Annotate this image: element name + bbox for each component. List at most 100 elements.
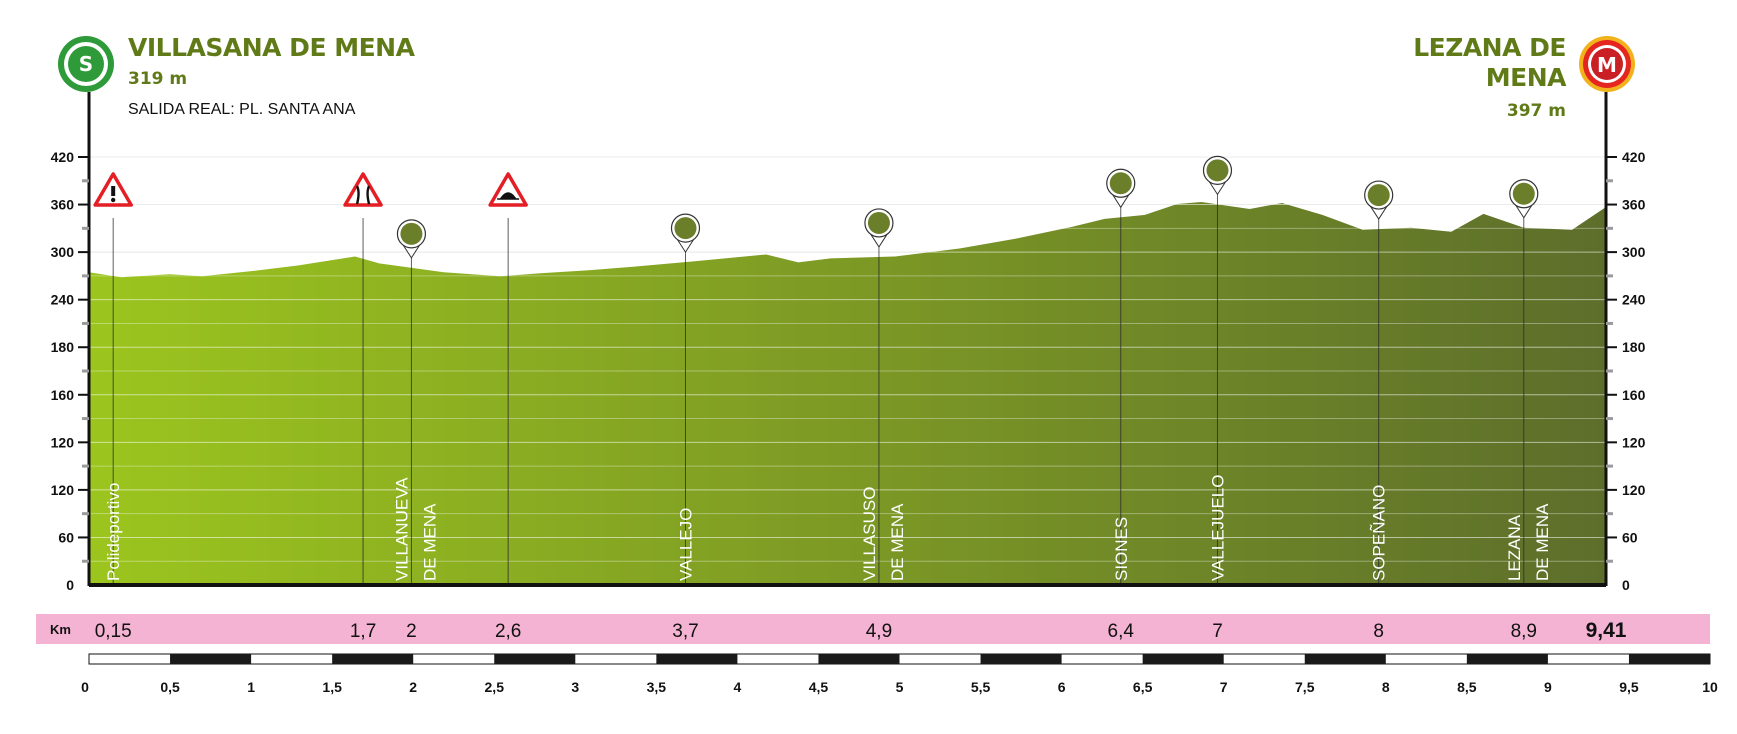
warning-icon: [93, 172, 133, 207]
waypoint-1: Polideportivo: [93, 172, 133, 585]
y-tick-label-right: 240: [1622, 292, 1646, 308]
scale-segment-dark: [1466, 654, 1548, 664]
km-band: [36, 614, 1710, 644]
y-tick-label-right: 300: [1622, 244, 1646, 260]
town-marker-icon: [396, 219, 427, 259]
y-tick-label-right: 120: [1622, 482, 1646, 498]
waypoint-name: Polideportivo: [104, 483, 123, 581]
waypoint-name: SOPEÑANO: [1370, 485, 1389, 581]
y-tick-label-left: 240: [51, 292, 75, 308]
y-tick-label-left: 300: [51, 244, 75, 260]
grid-lines-over: [89, 156, 1606, 562]
scale-segment-dark: [332, 654, 414, 664]
y-tick-label-right: 180: [1622, 339, 1646, 355]
elevation-profile-area: [89, 202, 1606, 585]
scale-segment-dark: [980, 654, 1062, 664]
town-marker-icon: [1509, 179, 1539, 219]
y-tick-label-left: 120: [51, 434, 75, 450]
y-tick-label-left: 160: [51, 387, 75, 403]
km-marker-label: 2,6: [495, 621, 521, 642]
km-band-label: Km: [50, 622, 71, 637]
y-tick-label-right: 360: [1622, 197, 1646, 213]
scale-segment-dark: [818, 654, 900, 664]
waypoint-5: VALLEJO: [670, 213, 701, 585]
waypoint-name: VALLEJO: [676, 508, 695, 581]
town-marker-icon: [670, 213, 701, 254]
y-tick-label-left: 0: [66, 577, 74, 593]
scale-tick-label: 3,5: [647, 679, 667, 695]
scale-tick-label: 1,5: [322, 679, 342, 695]
narrowing-road-icon: [343, 172, 383, 207]
scale-segment-dark: [170, 654, 252, 664]
km-marker-label: 8: [1373, 621, 1384, 642]
scale-tick-label: 0: [81, 679, 89, 695]
waypoint-3: VILLANUEVA DE MENA: [392, 219, 439, 585]
y-tick-label-right: 0: [1622, 577, 1630, 593]
y-tick-label-left: 60: [58, 529, 74, 545]
scale-tick-label: 10: [1702, 679, 1718, 695]
town-marker-icon: [1106, 168, 1136, 209]
waypoint-name: VALLEJUELO: [1208, 475, 1227, 581]
waypoint-8: VALLEJUELO: [1202, 155, 1233, 585]
y-tick-label-right: 60: [1622, 529, 1638, 545]
waypoint-4: [488, 172, 528, 585]
km-marker-label: 6,4: [1108, 621, 1135, 642]
waypoint-name: VILLANUEVA: [392, 477, 411, 581]
scale-tick-label: 1: [247, 679, 255, 695]
y-tick-label-right: 120: [1622, 434, 1646, 450]
finish-badge-letter: M: [1597, 53, 1617, 77]
y-tick-label-left: 180: [51, 339, 75, 355]
scale-tick-label: 8: [1382, 679, 1390, 695]
scale-tick-label: 6: [1058, 679, 1066, 695]
scale-segment-dark: [1628, 654, 1710, 664]
finish-title-line1: LEZANA DE: [1413, 33, 1566, 62]
speed-bump-icon: [488, 172, 528, 207]
y-axes: 0 0 60 60 120 120 120 120 160 160 180 180 240 240 300 3…: [51, 92, 1646, 593]
scale-tick-label: 9,5: [1619, 679, 1639, 695]
scale-tick-label: 6,5: [1133, 679, 1153, 695]
waypoint-2: [343, 172, 383, 585]
total-distance: 9,41: [1586, 619, 1627, 642]
scale-tick-label: 2: [409, 679, 417, 695]
scale-tick-label: 9: [1544, 679, 1552, 695]
town-marker-icon: [1202, 155, 1233, 196]
waypoint-name: LEZANA: [1505, 514, 1524, 581]
km-marker-label: 7: [1212, 621, 1223, 642]
scale-tick-label: 0,5: [160, 679, 180, 695]
start-badge-letter: S: [79, 52, 93, 76]
scale-tick-label: 4,5: [809, 679, 829, 695]
scale-segment-dark: [494, 654, 576, 664]
scale-segment-dark: [1304, 654, 1386, 664]
start-badge: S: [58, 36, 114, 92]
start-altitude: 319 m: [128, 69, 187, 89]
scale-tick-label: 7: [1220, 679, 1228, 695]
waypoint-6: VILLASUSO DE MENA: [860, 208, 907, 585]
waypoint-9: SOPEÑANO: [1364, 180, 1394, 585]
finish-title-line2: MENA: [1486, 63, 1567, 92]
km-marker-label: 1,7: [350, 621, 376, 642]
scale-tick-label: 3: [571, 679, 579, 695]
waypoint-name-line2: DE MENA: [420, 503, 439, 581]
scale-tick-label: 5: [896, 679, 904, 695]
km-marker-label: 0,15: [95, 621, 132, 642]
town-marker-icon: [1364, 180, 1394, 221]
town-marker-icon: [864, 208, 894, 248]
y-tick-label-left: 120: [51, 482, 75, 498]
scale-tick-label: 5,5: [971, 679, 991, 695]
scale-tick-label: 7,5: [1295, 679, 1315, 695]
waypoints: Polideportivo VILLANUEVA DE MENA VALLEJO VIL…: [93, 155, 1552, 585]
start-title: VILLASANA DE MENA: [128, 33, 416, 62]
scale-segment-dark: [1142, 654, 1224, 664]
waypoint-7: SIONES: [1106, 168, 1136, 585]
waypoint-10: LEZANA DE MENA: [1505, 179, 1552, 585]
y-tick-label-right: 160: [1622, 387, 1646, 403]
distance-scale: 0 0,5 1 1,5 2 2,5 3 3,5 4 4,5 5 5,5 6 6,5 7 7,5 8 8,5 9 9,5…: [81, 653, 1718, 695]
km-marker-label: 8,9: [1511, 621, 1537, 642]
scale-segment-dark: [656, 654, 738, 664]
km-marker-label: 3,7: [672, 621, 698, 642]
km-markers: 0,15 1,7 2 2,6 3,7 4,9 6,4 7 8 8,9: [95, 621, 1537, 642]
finish-badge: M: [1579, 36, 1635, 92]
start-note: SALIDA REAL: PL. SANTA ANA: [128, 101, 356, 118]
km-marker-label: 2: [406, 621, 417, 642]
